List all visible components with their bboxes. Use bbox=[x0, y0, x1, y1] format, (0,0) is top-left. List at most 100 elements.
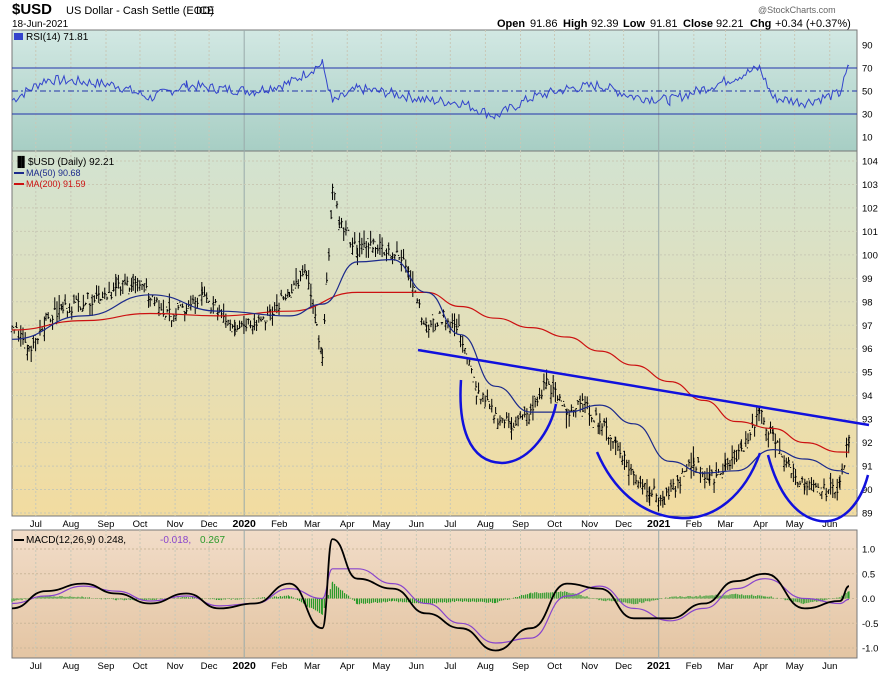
x-tick-label: Dec bbox=[615, 661, 632, 672]
x-tick-label: 2021 bbox=[647, 518, 671, 530]
chart-date: 18-Jun-2021 bbox=[12, 19, 69, 30]
x-tick-label: Sep bbox=[98, 519, 115, 530]
rsi-layer bbox=[11, 59, 850, 120]
x-tick-label: 2020 bbox=[233, 660, 257, 672]
x-tick-label: Aug bbox=[62, 661, 79, 672]
x-tick-label: Oct bbox=[133, 519, 148, 530]
price-y-tick-label: 101 bbox=[862, 227, 878, 238]
macd-signal-line bbox=[11, 568, 850, 644]
price-y-tick-label: 93 bbox=[862, 415, 873, 426]
x-tick-label: Aug bbox=[477, 519, 494, 530]
watermark: @StockCharts.com bbox=[758, 5, 836, 15]
macd-layer bbox=[11, 538, 850, 652]
ma200-legend-text: MA(200) 91.59 bbox=[26, 179, 86, 189]
x-tick-label: Jun bbox=[409, 661, 424, 672]
price-y-tick-label: 95 bbox=[862, 368, 873, 379]
macd-y-tick-label: -0.5 bbox=[862, 619, 878, 630]
rsi-y-tick-label: 50 bbox=[862, 87, 873, 98]
x-tick-label: Aug bbox=[477, 661, 494, 672]
x-tick-label: Dec bbox=[615, 519, 632, 530]
rsi-y-tick-label: 70 bbox=[862, 64, 873, 75]
macd-y-tick-label: 0.0 bbox=[862, 594, 875, 605]
price-y-tick-label: 90 bbox=[862, 485, 873, 496]
x-tick-label: Sep bbox=[98, 661, 115, 672]
pattern-annotations bbox=[417, 348, 870, 523]
x-tick-label: Feb bbox=[686, 661, 702, 672]
macd-line bbox=[11, 538, 850, 652]
x-tick-label: Jul bbox=[444, 661, 456, 672]
x-tick-label: May bbox=[372, 519, 390, 530]
x-tick-label: Mar bbox=[304, 661, 320, 672]
price-y-tick-label: 99 bbox=[862, 274, 873, 285]
close-value: 92.21 bbox=[716, 18, 744, 30]
rsi-legend-text: RSI(14) 71.81 bbox=[26, 32, 89, 43]
chg-value: +0.34 (+0.37%) bbox=[775, 18, 851, 30]
high-label: High bbox=[563, 18, 588, 30]
price-y-tick-label: 89 bbox=[862, 509, 873, 520]
price-y-tick-label: 98 bbox=[862, 297, 873, 308]
grid-layer bbox=[12, 30, 857, 658]
right-shoulder-curve bbox=[766, 454, 870, 523]
x-tick-label: Sep bbox=[512, 519, 529, 530]
instrument-name: US Dollar - Cash Settle (EOD) bbox=[66, 5, 214, 17]
x-tick-label: Apr bbox=[340, 661, 355, 672]
macd-signal-legend-text: -0.018, bbox=[160, 535, 191, 546]
ma50-line bbox=[11, 258, 850, 475]
ma200-line bbox=[11, 291, 850, 453]
x-tick-label: Jul bbox=[30, 519, 42, 530]
low-label: Low bbox=[623, 18, 645, 30]
price-layer bbox=[10, 183, 851, 512]
x-tick-label: 2020 bbox=[233, 518, 257, 530]
x-tick-label: Jun bbox=[822, 661, 837, 672]
price-y-tick-label: 96 bbox=[862, 344, 873, 355]
x-tick-label: Mar bbox=[717, 519, 733, 530]
x-tick-label: Nov bbox=[167, 661, 184, 672]
x-tick-label: Sep bbox=[512, 661, 529, 672]
resistance-trendline bbox=[417, 348, 870, 427]
price-y-tick-label: 103 bbox=[862, 180, 878, 191]
x-tick-label: Apr bbox=[340, 519, 355, 530]
x-tick-label: Feb bbox=[271, 519, 287, 530]
price-legend-text: $USD (Daily) 92.21 bbox=[28, 157, 115, 168]
x-tick-label: Apr bbox=[753, 519, 768, 530]
macd-y-tick-label: 0.5 bbox=[862, 569, 875, 580]
chg-label: Chg bbox=[750, 18, 771, 30]
head-curve bbox=[595, 451, 762, 520]
macd-hist-legend-text: 0.267 bbox=[200, 535, 225, 546]
symbol: $USD bbox=[12, 1, 52, 18]
x-tick-label: Aug bbox=[62, 519, 79, 530]
x-tick-label: Nov bbox=[581, 661, 598, 672]
open-value: 91.86 bbox=[530, 18, 558, 30]
rsi-legend: RSI(14) 71.81 bbox=[14, 32, 89, 43]
left-shoulder-curve bbox=[459, 379, 558, 465]
price-y-tick-label: 104 bbox=[862, 157, 878, 168]
rsi-y-tick-label: 10 bbox=[862, 133, 873, 144]
price-y-tick-label: 92 bbox=[862, 438, 873, 449]
chart-header: $USD US Dollar - Cash Settle (EOD) ICE 1… bbox=[12, 1, 851, 30]
high-value: 92.39 bbox=[591, 18, 619, 30]
x-tick-label: Apr bbox=[753, 661, 768, 672]
x-tick-label: 2021 bbox=[647, 660, 671, 672]
price-y-tick-label: 100 bbox=[862, 250, 878, 261]
price-y-tick-label: 102 bbox=[862, 203, 878, 214]
price-y-tick-label: 91 bbox=[862, 462, 873, 473]
rsi-y-tick-label: 90 bbox=[862, 41, 873, 52]
x-tick-label: Dec bbox=[201, 661, 218, 672]
macd-panel bbox=[11, 529, 858, 659]
price-y-tick-label: 97 bbox=[862, 321, 873, 332]
price-y-tick-label: 94 bbox=[862, 391, 873, 402]
exchange: ICE bbox=[196, 5, 214, 17]
macd-legend-text: MACD(12,26,9) 0.248, bbox=[26, 535, 126, 546]
x-tick-label: Mar bbox=[717, 661, 733, 672]
x-tick-label: May bbox=[786, 519, 804, 530]
low-value: 91.81 bbox=[650, 18, 678, 30]
x-tick-label: Jun bbox=[409, 519, 424, 530]
x-tick-label: Oct bbox=[133, 661, 148, 672]
ma50-legend-text: MA(50) 90.68 bbox=[26, 168, 81, 178]
x-tick-label: Feb bbox=[271, 661, 287, 672]
x-tick-label: May bbox=[372, 661, 390, 672]
x-tick-label: May bbox=[786, 661, 804, 672]
x-tick-label: Jul bbox=[30, 661, 42, 672]
bar-icon: ▐▌ bbox=[14, 155, 28, 169]
x-tick-label: Jul bbox=[444, 519, 456, 530]
